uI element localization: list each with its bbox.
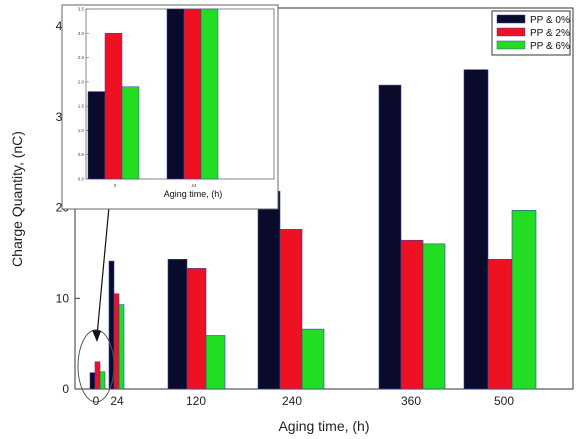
y-axis-title: Charge Quantity, (nC)	[9, 131, 25, 267]
bar-series	[89, 69, 537, 390]
inset-y-tick-label-3.0: 3.0	[78, 31, 85, 36]
bar-360-pp-2-	[400, 239, 424, 390]
legend-swatch-1	[496, 27, 526, 37]
inset-bars	[87, 8, 219, 180]
bar-24-pp-6-	[118, 304, 125, 390]
y-tick-label-0: 0	[62, 382, 69, 396]
x-tick-label-240: 240	[282, 394, 302, 408]
inset-pointer-arrowhead	[92, 330, 101, 342]
x-tick-label-120: 120	[186, 394, 206, 408]
inset-x-tick-0: 0	[114, 183, 117, 188]
x-axis-title: Aging time, (h)	[278, 418, 369, 434]
x-tick-label-24: 24	[110, 394, 124, 408]
bar-24-pp-2-	[113, 293, 120, 390]
inset-bar-24-pp-2-	[183, 8, 202, 180]
inset-x-tick-24: 24	[191, 183, 197, 188]
inset-chart: 0.0 0.5 1.0 1.5 2.0 2.5 3.0 3.5 0 24 Aging time…	[61, 4, 279, 210]
inset-bar-0-pp-2-	[104, 33, 123, 180]
inset-x-axis-title: Aging time, (h)	[164, 189, 223, 199]
bar-240-pp-0-	[257, 190, 281, 390]
bar-500-pp-6-	[511, 209, 537, 390]
legend-swatch-0	[496, 14, 526, 24]
bar-120-pp-0-	[167, 258, 188, 390]
inset-y-tick-label-0.0: 0.0	[78, 177, 85, 182]
inset-bar-0-pp-0-	[87, 91, 106, 180]
inset-y-tick-label-1.5: 1.5	[78, 104, 85, 109]
bar-120-pp-2-	[186, 268, 207, 390]
bar-0-pp-2-	[94, 361, 101, 390]
x-tick-label-500: 500	[494, 394, 514, 408]
bar-0-pp-0-	[89, 372, 96, 390]
inset-y-axis-ticks: 0.0 0.5 1.0 1.5 2.0 2.5 3.0 3.5	[78, 7, 89, 182]
inset-y-tick-label-2.5: 2.5	[78, 55, 85, 60]
bar-500-pp-2-	[487, 258, 513, 390]
bar-120-pp-6-	[205, 335, 226, 390]
inset-bar-0-pp-6-	[121, 86, 140, 180]
legend-swatch-2	[496, 40, 526, 50]
legend: PP & 0% PP & 2% PP & 6%	[491, 10, 571, 56]
inset-bar-24-pp-6-	[200, 8, 219, 180]
x-tick-label-0: 0	[93, 394, 100, 408]
bar-240-pp-6-	[301, 328, 325, 390]
zero-highlight-ellipse	[77, 329, 115, 403]
inset-y-tick-label-1.0: 1.0	[78, 128, 85, 133]
x-axis-ticks: 0 24 120 240 360 500	[93, 384, 514, 408]
y-tick-label-10: 10	[56, 291, 70, 305]
legend-label-2: PP & 6%	[530, 41, 570, 52]
bar-360-pp-0-	[378, 84, 402, 390]
inset-y-tick-label-0.5: 0.5	[78, 152, 85, 157]
bar-240-pp-2-	[279, 229, 303, 390]
bar-360-pp-6-	[422, 243, 446, 390]
x-tick-label-360: 360	[401, 394, 421, 408]
legend-label-1: PP & 2%	[530, 28, 570, 39]
inset-bar-24-pp-0-	[166, 8, 185, 180]
zero-highlight	[77, 184, 115, 403]
bar-24-pp-0-	[108, 260, 115, 390]
inset-pointer-line	[96, 184, 112, 337]
legend-label-0: PP & 0%	[530, 15, 570, 26]
inset-y-tick-label-2.0: 2.0	[78, 79, 85, 84]
bar-0-pp-6-	[99, 371, 106, 390]
bar-500-pp-0-	[463, 69, 489, 390]
inset-y-tick-label-3.5: 3.5	[78, 7, 85, 12]
